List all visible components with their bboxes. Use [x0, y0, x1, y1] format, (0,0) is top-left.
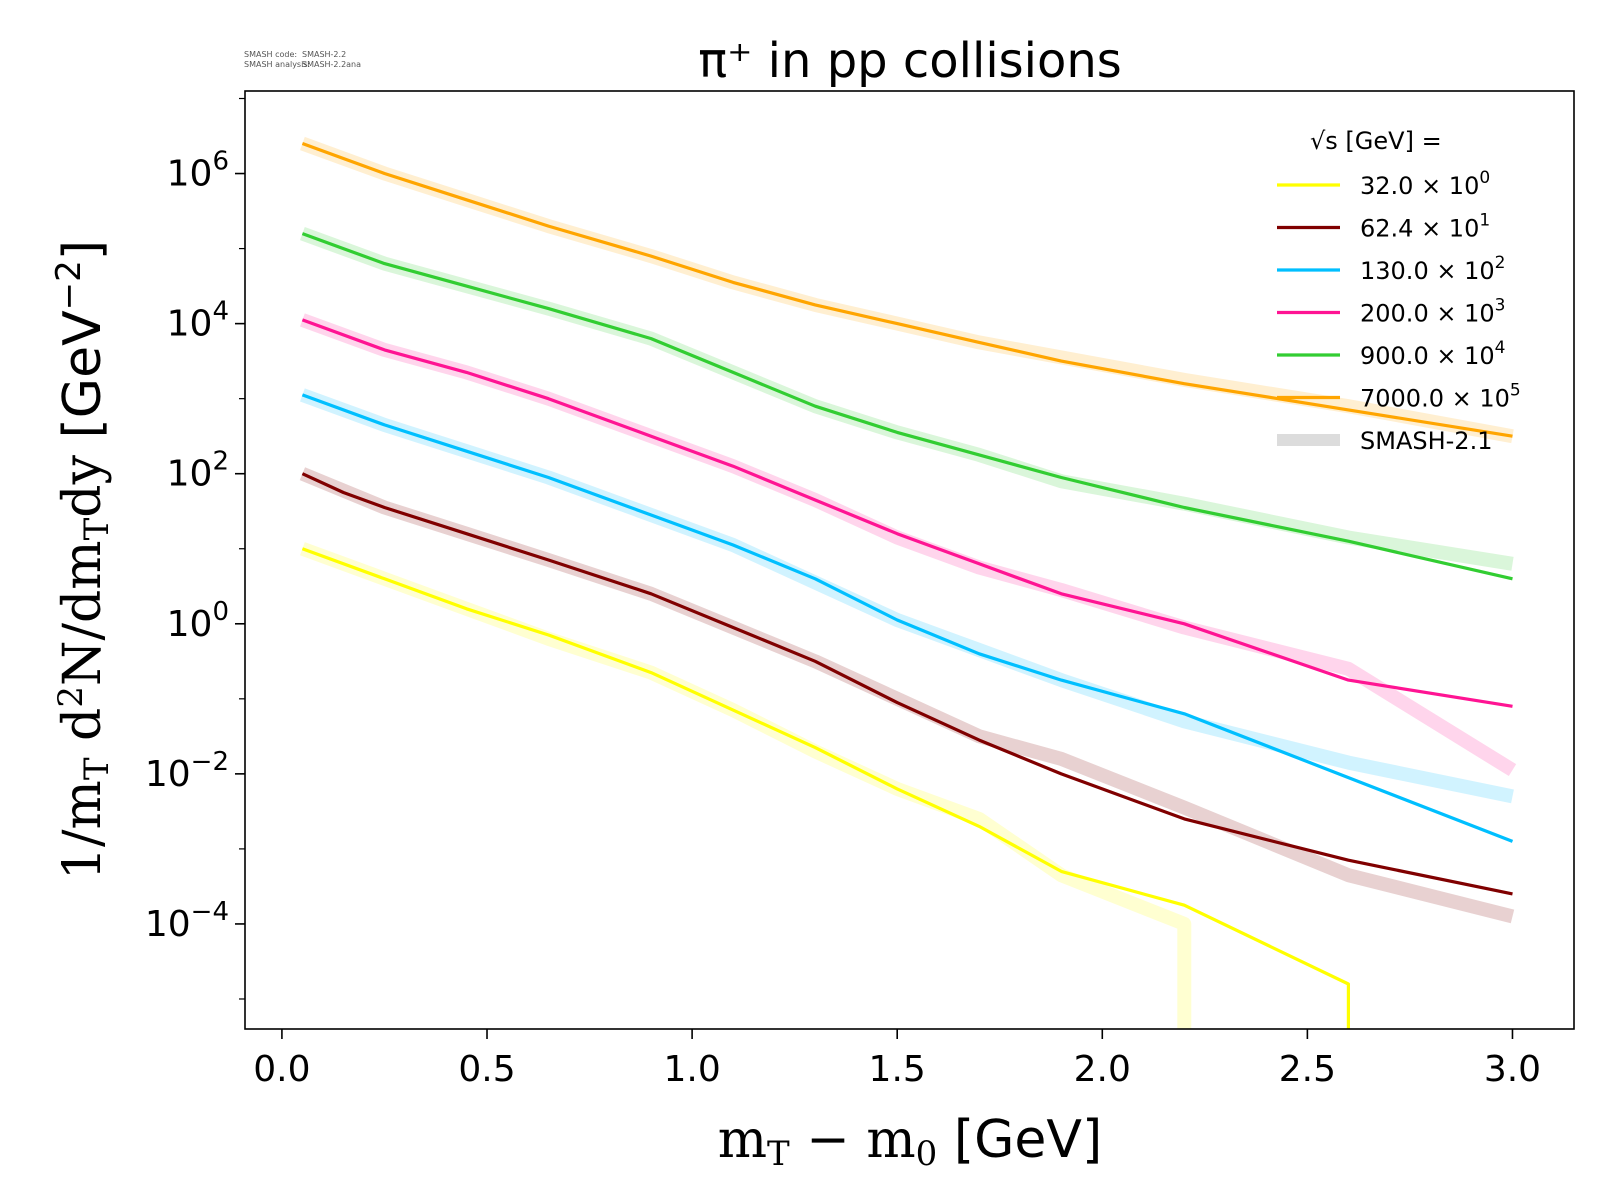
y-tick-label: 106: [167, 147, 229, 195]
series-line-6: [301, 141, 1513, 438]
x-tick-label: 3.0: [1484, 1049, 1541, 1090]
x-tick-label: 2.5: [1279, 1049, 1336, 1090]
series-line-3: [301, 393, 1514, 843]
series-line-5: [301, 232, 1513, 581]
legend-title: √s [GeV] =: [1310, 127, 1442, 155]
y-tick-label: 10−4: [145, 897, 229, 945]
series-line-1: [301, 547, 1351, 1029]
credits: SMASH code: SMASH-2.2 SMASH analysis: SM…: [244, 50, 361, 69]
legend-label-2: 62.4 × 101: [1360, 211, 1490, 243]
legend-label-5: 900.0 × 104: [1360, 338, 1505, 370]
series-line-2: [301, 472, 1513, 896]
credit-analysis-value: SMASH-2.2ana: [302, 60, 361, 69]
series-line-4: [301, 318, 1513, 708]
x-axis-ticks: 0.0 0.5 1.0 1.5 2.0 2.5 3.0: [253, 1029, 1541, 1090]
svg-text:mT − m0 [GeV]: mT − m0 [GeV]: [718, 1110, 1103, 1174]
reference-bands: [299, 136, 1517, 1029]
credit-analysis-label: SMASH analysis:: [244, 60, 310, 69]
y-tick-label: 104: [167, 297, 229, 345]
chart-title: π⁺ in pp collisions: [698, 33, 1122, 89]
x-tick-label: 2.0: [1074, 1049, 1131, 1090]
legend-label-3: 130.0 × 102: [1360, 253, 1505, 285]
x-tick-label: 1.5: [869, 1049, 926, 1090]
legend-label-6: 7000.0 × 105: [1360, 381, 1521, 413]
credit-code-label: SMASH code:: [244, 50, 297, 59]
y-tick-label: 102: [167, 447, 229, 495]
legend: √s [GeV] = 32.0 × 100 62.4 × 101 130.0 × 1…: [1277, 127, 1521, 455]
series-lines: [301, 141, 1514, 1029]
x-tick-label: 0.5: [458, 1049, 515, 1090]
y-tick-label: 10−2: [145, 747, 229, 795]
svg-text:1/mT d2N/dmTdy [GeV−2]: 1/mT d2N/dmTdy [GeV−2]: [49, 240, 117, 880]
x-tick-label: 1.0: [663, 1049, 720, 1090]
y-axis-title: 1/mT d2N/dmTdy [GeV−2]: [49, 240, 117, 880]
legend-label-7: SMASH-2.1: [1360, 427, 1492, 455]
y-tick-label: 100: [167, 597, 229, 645]
legend-label-1: 32.0 × 100: [1360, 168, 1490, 200]
credit-code-value: SMASH-2.2: [302, 50, 346, 59]
y-axis-ticks: 106 104 102 100 10−2 10−4: [145, 97, 245, 1000]
legend-label-4: 200.0 × 103: [1360, 296, 1505, 328]
reference-band-1: [299, 542, 1192, 1029]
plot-frame: [244, 90, 1575, 1030]
x-axis-title: mT − m0 [GeV]: [718, 1110, 1103, 1174]
x-tick-label: 0.0: [253, 1049, 310, 1090]
